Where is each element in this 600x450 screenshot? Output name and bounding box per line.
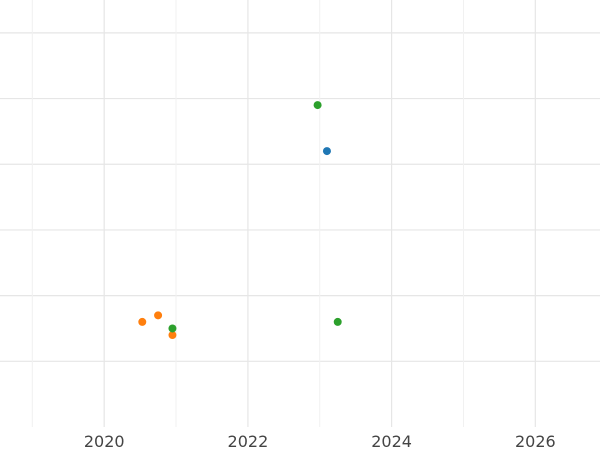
x-tick-labels: 2020 2022 2024 2026 — [84, 432, 556, 450]
data-point-s2-2 — [333, 317, 342, 326]
x-tick-label-1: 2022 — [228, 432, 269, 450]
data-point-s1-0 — [138, 317, 147, 326]
data-points — [138, 101, 342, 340]
data-point-s1-2 — [168, 331, 177, 340]
data-point-s2-0 — [313, 101, 322, 110]
x-tick-label-0: 2020 — [84, 432, 125, 450]
x-gridlines — [31, 0, 536, 427]
data-point-s1-1 — [154, 311, 163, 320]
data-point-s2-1 — [168, 324, 177, 333]
x-tick-label-2: 2024 — [371, 432, 412, 450]
data-point-s0-0 — [322, 147, 331, 156]
x-tick-label-3: 2026 — [515, 432, 556, 450]
y-gridlines — [0, 32, 600, 362]
